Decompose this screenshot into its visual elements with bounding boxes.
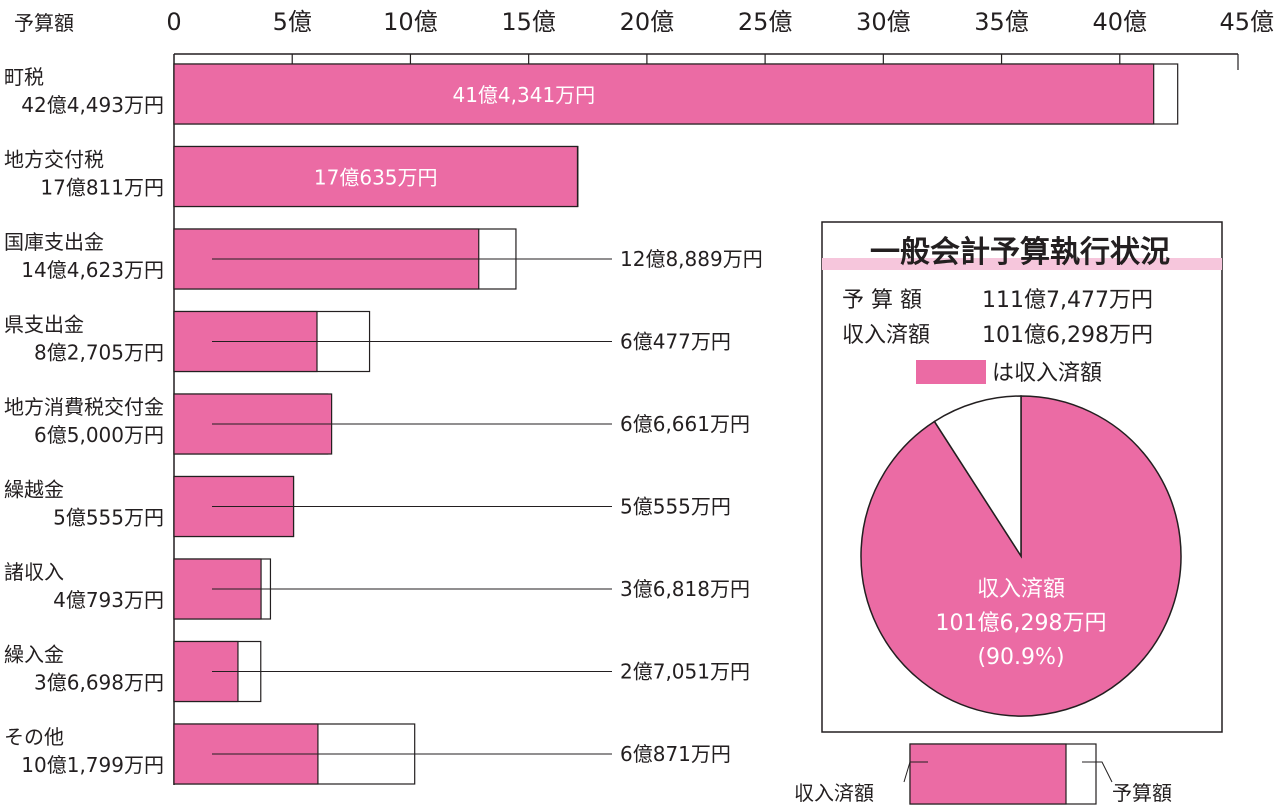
tick-label: 40億 xyxy=(1093,8,1148,36)
pie-label-percent: (90.9%) xyxy=(977,645,1064,670)
tick-label: 20億 xyxy=(620,8,675,36)
received-label: 6億477万円 xyxy=(620,330,731,354)
received-label: 6億6,661万円 xyxy=(620,412,750,436)
tick-label: 0 xyxy=(166,8,181,36)
tick-label: 35億 xyxy=(974,8,1029,36)
received-label: 6億871万円 xyxy=(620,742,731,766)
budget-label: 5億555万円 xyxy=(53,506,164,530)
legend-text: は収入済額 xyxy=(992,361,1102,386)
category-name: 地方交付税 xyxy=(4,148,104,172)
category-name: 繰越金 xyxy=(4,478,64,502)
budget-label: 14億4,623万円 xyxy=(21,258,164,282)
budget-total-label: 予 算 額 xyxy=(842,288,922,313)
panel-title: 一般会計予算執行状況 xyxy=(870,235,1170,270)
tick-label: 45億 xyxy=(1219,8,1274,36)
received-bar xyxy=(173,63,1155,125)
legend-swatch xyxy=(916,360,986,384)
received-label: 5億555万円 xyxy=(620,495,731,519)
budget-label: 42億4,493万円 xyxy=(21,93,164,117)
key-received-bar xyxy=(909,743,1067,805)
bar-row: 繰越金 5億555万円 5億555万円 xyxy=(4,475,731,538)
category-name: 町税 xyxy=(4,65,44,89)
received-label: 2億7,051万円 xyxy=(620,660,750,684)
tick-label: 25億 xyxy=(738,8,793,36)
tick-label: 30億 xyxy=(856,8,911,36)
bar-key: 収入済額 予算額 xyxy=(794,743,1172,805)
category-name: 繰入金 xyxy=(4,643,64,667)
pie-chart xyxy=(860,395,1182,717)
bar-row: 諸収入 4億793万円 3億6,818万円 xyxy=(4,558,750,620)
pie-slice xyxy=(933,395,1022,559)
category-name: 県支出金 xyxy=(4,313,84,337)
axis-title: 予算額 xyxy=(14,11,74,35)
category-name: 諸収入 xyxy=(4,560,64,584)
received-label: 3億6,818万円 xyxy=(620,577,750,601)
title-band xyxy=(822,258,1222,270)
tick-label: 15億 xyxy=(501,8,556,36)
summary-panel: 一般会計予算執行状況 予 算 額 111億7,477万円 収入済額 101億6,… xyxy=(821,221,1223,733)
pie-label-value: 101億6,298万円 xyxy=(936,611,1107,636)
bar-row: 国庫支出金 14億4,623万円 12億8,889万円 xyxy=(4,228,763,290)
budget-label: 17億811万円 xyxy=(40,176,164,200)
bar-row: 地方交付税 17億811万円 17億635万円 xyxy=(4,145,579,208)
category-name: 国庫支出金 xyxy=(4,230,104,254)
budget-label: 6億5,000万円 xyxy=(34,423,164,447)
budget-label: 10億1,799万円 xyxy=(21,753,164,777)
x-axis: 予算額 0 5億 10億 15億 20億 25億 30億 35億 40億 45億 xyxy=(14,8,1274,785)
category-name: 地方消費税交付金 xyxy=(4,395,164,419)
pie-label-name: 収入済額 xyxy=(977,577,1065,602)
budget-total-value: 111億7,477万円 xyxy=(982,288,1153,313)
received-total-label: 収入済額 xyxy=(842,323,930,348)
received-bar xyxy=(173,145,579,208)
bar-row: その他 10億1,799万円 6億871万円 xyxy=(4,723,731,785)
bar-row: 繰入金 3億6,698万円 2億7,051万円 xyxy=(4,640,750,703)
tick-label: 5億 xyxy=(273,8,312,36)
bar-row: 県支出金 8億2,705万円 6億477万円 xyxy=(4,310,731,373)
key-received-label: 収入済額 xyxy=(794,781,874,805)
received-label: 41億4,341万円 xyxy=(452,83,595,107)
budget-label: 3億6,698万円 xyxy=(34,671,164,695)
budget-label: 8億2,705万円 xyxy=(34,341,164,365)
tick-label: 10億 xyxy=(383,8,438,36)
received-label: 12億8,889万円 xyxy=(620,247,763,271)
received-total-value: 101億6,298万円 xyxy=(982,323,1153,348)
bar-row: 町税 42億4,493万円 41億4,341万円 xyxy=(4,63,1179,125)
key-received-leader xyxy=(903,761,928,783)
key-budget-label: 予算額 xyxy=(1112,781,1172,805)
bar-row: 地方消費税交付金 6億5,000万円 6億6,661万円 xyxy=(4,393,750,455)
key-budget-leader xyxy=(1082,761,1113,783)
received-label: 17億635万円 xyxy=(314,166,438,190)
category-name: その他 xyxy=(4,725,64,749)
budget-label: 4億793万円 xyxy=(53,588,164,612)
